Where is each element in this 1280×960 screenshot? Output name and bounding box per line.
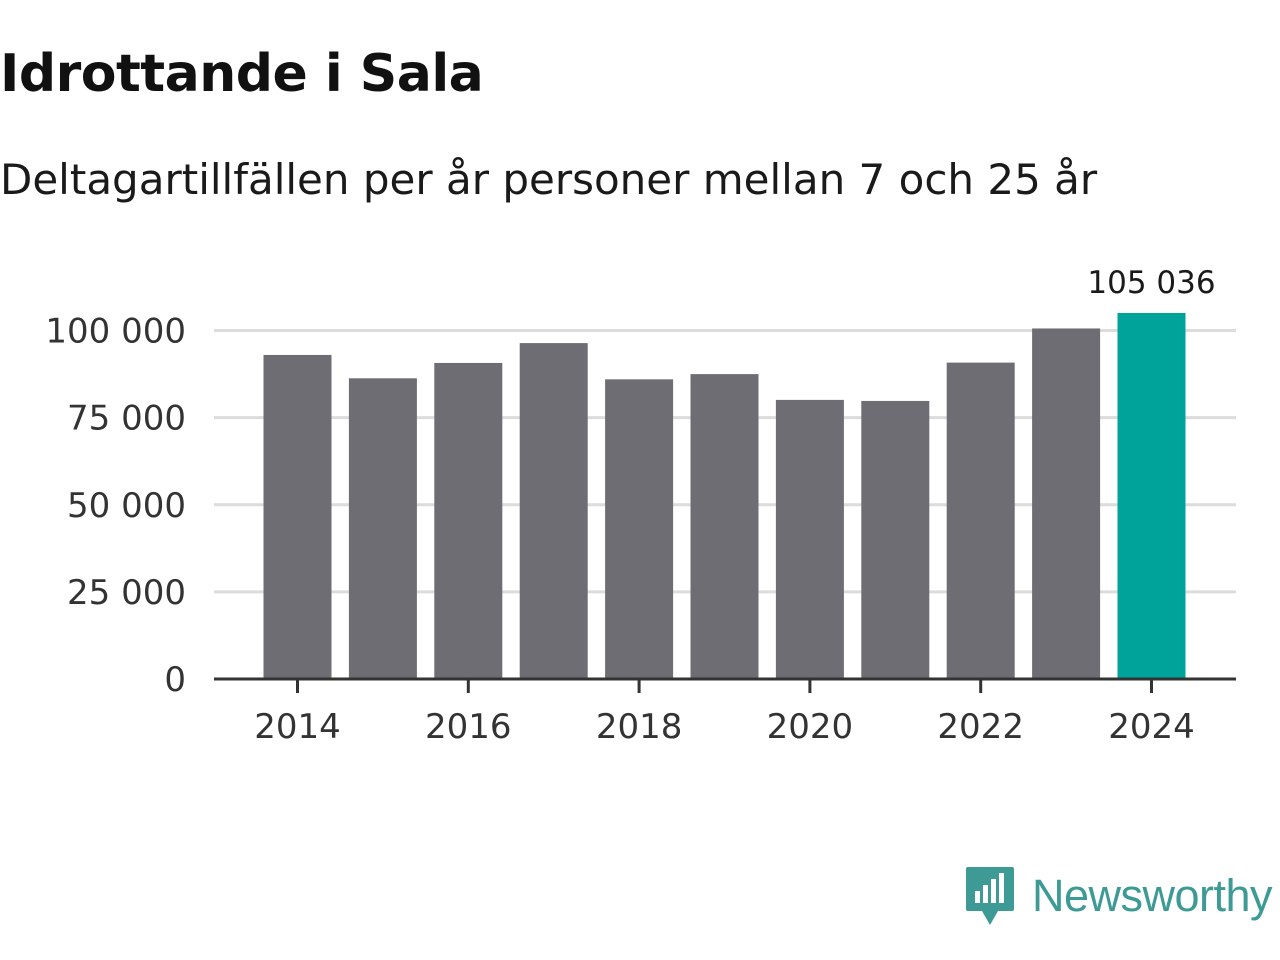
axes [214,677,1236,693]
chart-title: Idrottande i Sala [0,44,484,104]
x-tick-label: 2020 [767,707,854,747]
chart-subtitle: Deltagartillfällen per år personer mella… [0,155,1098,204]
bar-2019 [690,374,759,679]
bar-2014 [263,354,332,679]
y-tick-label: 25 000 [67,573,186,613]
bar-2024 [1117,313,1186,679]
bar-2023 [1032,328,1101,679]
bar-2018 [605,379,674,679]
bars [263,313,1186,679]
bar-value-label: 105 036 [1087,265,1215,301]
bar-2022 [946,362,1015,679]
bar-2016 [434,362,503,679]
logo-text: Newsworthy [1032,870,1273,921]
bar-2021 [861,400,930,679]
labels: 0 25 000 50 000 75 000 100 000 2014 2016 2018 20… [45,265,1215,747]
bar-2015 [348,378,417,679]
newsworthy-logo-icon [966,867,1014,925]
bar-2020 [775,399,844,679]
x-tick-label: 2022 [937,707,1024,747]
y-tick-label: 100 000 [45,312,186,352]
bar-2017 [519,343,588,679]
x-tick-label: 2014 [254,707,341,747]
y-tick-label: 75 000 [67,399,186,439]
newsworthy-logo: Newsworthy [964,864,1273,928]
x-tick-label: 2016 [425,707,512,747]
y-tick-label: 0 [164,660,186,700]
x-tick-label: 2018 [596,707,683,747]
x-tick-label: 2024 [1108,707,1195,747]
y-tick-label: 50 000 [67,486,186,526]
